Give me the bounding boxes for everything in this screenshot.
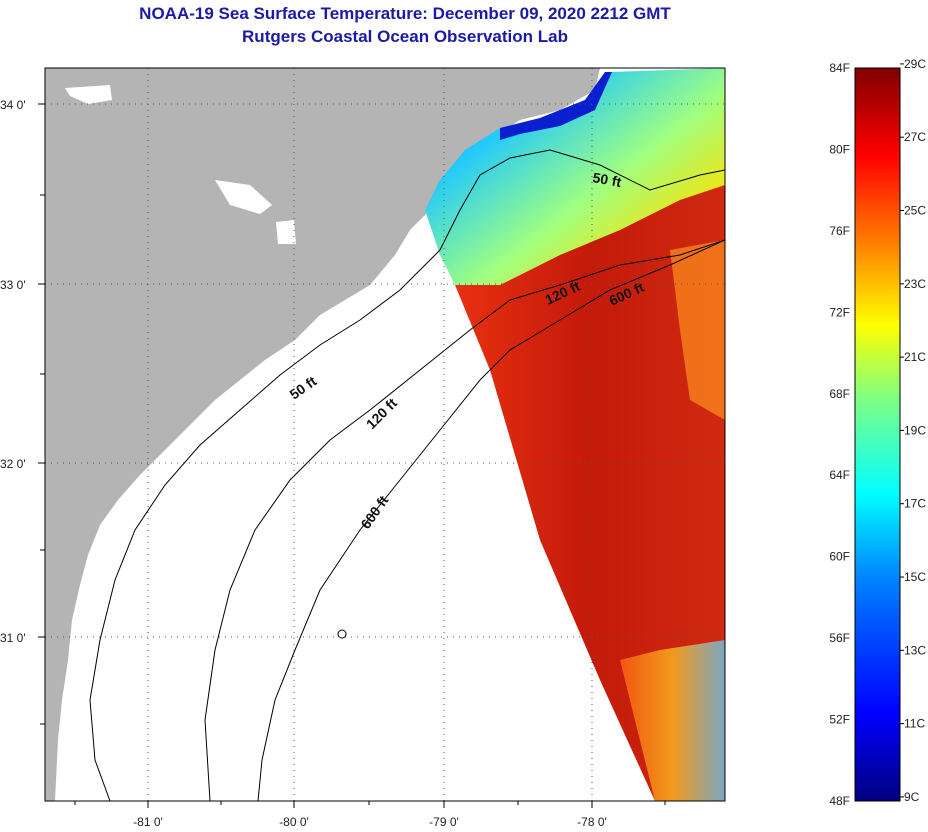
colorbar-label-celsius: 19C (904, 423, 926, 437)
colorbar-label-celsius: 17C (904, 497, 926, 511)
colorbar-label-fahrenheit: 48F (829, 794, 850, 808)
colorbar-label-celsius: 27C (904, 130, 926, 144)
colorbar-label-fahrenheit: 56F (829, 631, 850, 645)
colorbar-label-fahrenheit: 84F (829, 61, 850, 75)
graticule (45, 68, 725, 801)
sst-east-patch (670, 240, 725, 420)
contour-label-50ft-offshore: 50 ft (591, 169, 622, 190)
colorbar-label-fahrenheit: 68F (829, 387, 850, 401)
colorbar-label-celsius: 23C (904, 277, 926, 291)
lat-label-33: 33 0' (0, 278, 26, 292)
sst-gulf-stream (455, 185, 725, 801)
lon-label-78: -78 0' (577, 815, 607, 829)
colorbar-label-celsius: 29C (904, 57, 926, 71)
map-subtitle: Rutgers Coastal Ocean Observation Lab (242, 27, 568, 46)
lat-label-32: 32 0' (0, 457, 26, 471)
plot-frame (44, 67, 726, 802)
map-title: NOAA-19 Sea Surface Temperature: Decembe… (139, 4, 671, 23)
lake (215, 180, 272, 214)
contour-600ft (257, 239, 725, 801)
colorbar-label-celsius: 11C (904, 717, 925, 731)
colorbar (854, 67, 901, 802)
lon-label-81: -81 0' (133, 815, 163, 829)
colorbar-ticks: 84F 80F 76F 72F 68F 64F 60F 56F 52F 48F 29C 27C 25C 2… (829, 57, 926, 808)
colorbar-label-celsius: 15C (904, 570, 926, 584)
lake (65, 85, 112, 104)
colorbar-label-fahrenheit: 80F (829, 142, 850, 156)
colorbar-label-fahrenheit: 76F (829, 224, 850, 238)
colorbar-label-fahrenheit: 64F (829, 468, 850, 482)
colorbar-label-celsius: 21C (904, 350, 926, 364)
contour-120ft (204, 239, 725, 801)
sst-coastal-cold (500, 72, 612, 140)
lat-label-34: 34 0' (0, 98, 26, 112)
lake (276, 220, 296, 244)
colorbar-label-fahrenheit: 72F (829, 305, 850, 319)
colorbar-label-fahrenheit: 60F (829, 550, 850, 564)
lon-label-80: -80 0' (279, 815, 309, 829)
sst-south-patch (620, 640, 725, 801)
colorbar-label-celsius: 13C (904, 643, 926, 657)
colorbar-label-fahrenheit: 52F (829, 713, 850, 727)
lon-label-79: -79 0' (429, 815, 459, 829)
colorbar-label-celsius: 9C (904, 790, 920, 804)
seamount-contour (337, 629, 347, 639)
lat-label-31: 31 0' (0, 631, 26, 645)
land-mass (45, 68, 600, 801)
contour-50ft (89, 149, 725, 801)
axis-ticks (38, 103, 666, 808)
colorbar-label-celsius: 25C (904, 204, 926, 218)
sst-nearshore-cool (425, 68, 725, 300)
